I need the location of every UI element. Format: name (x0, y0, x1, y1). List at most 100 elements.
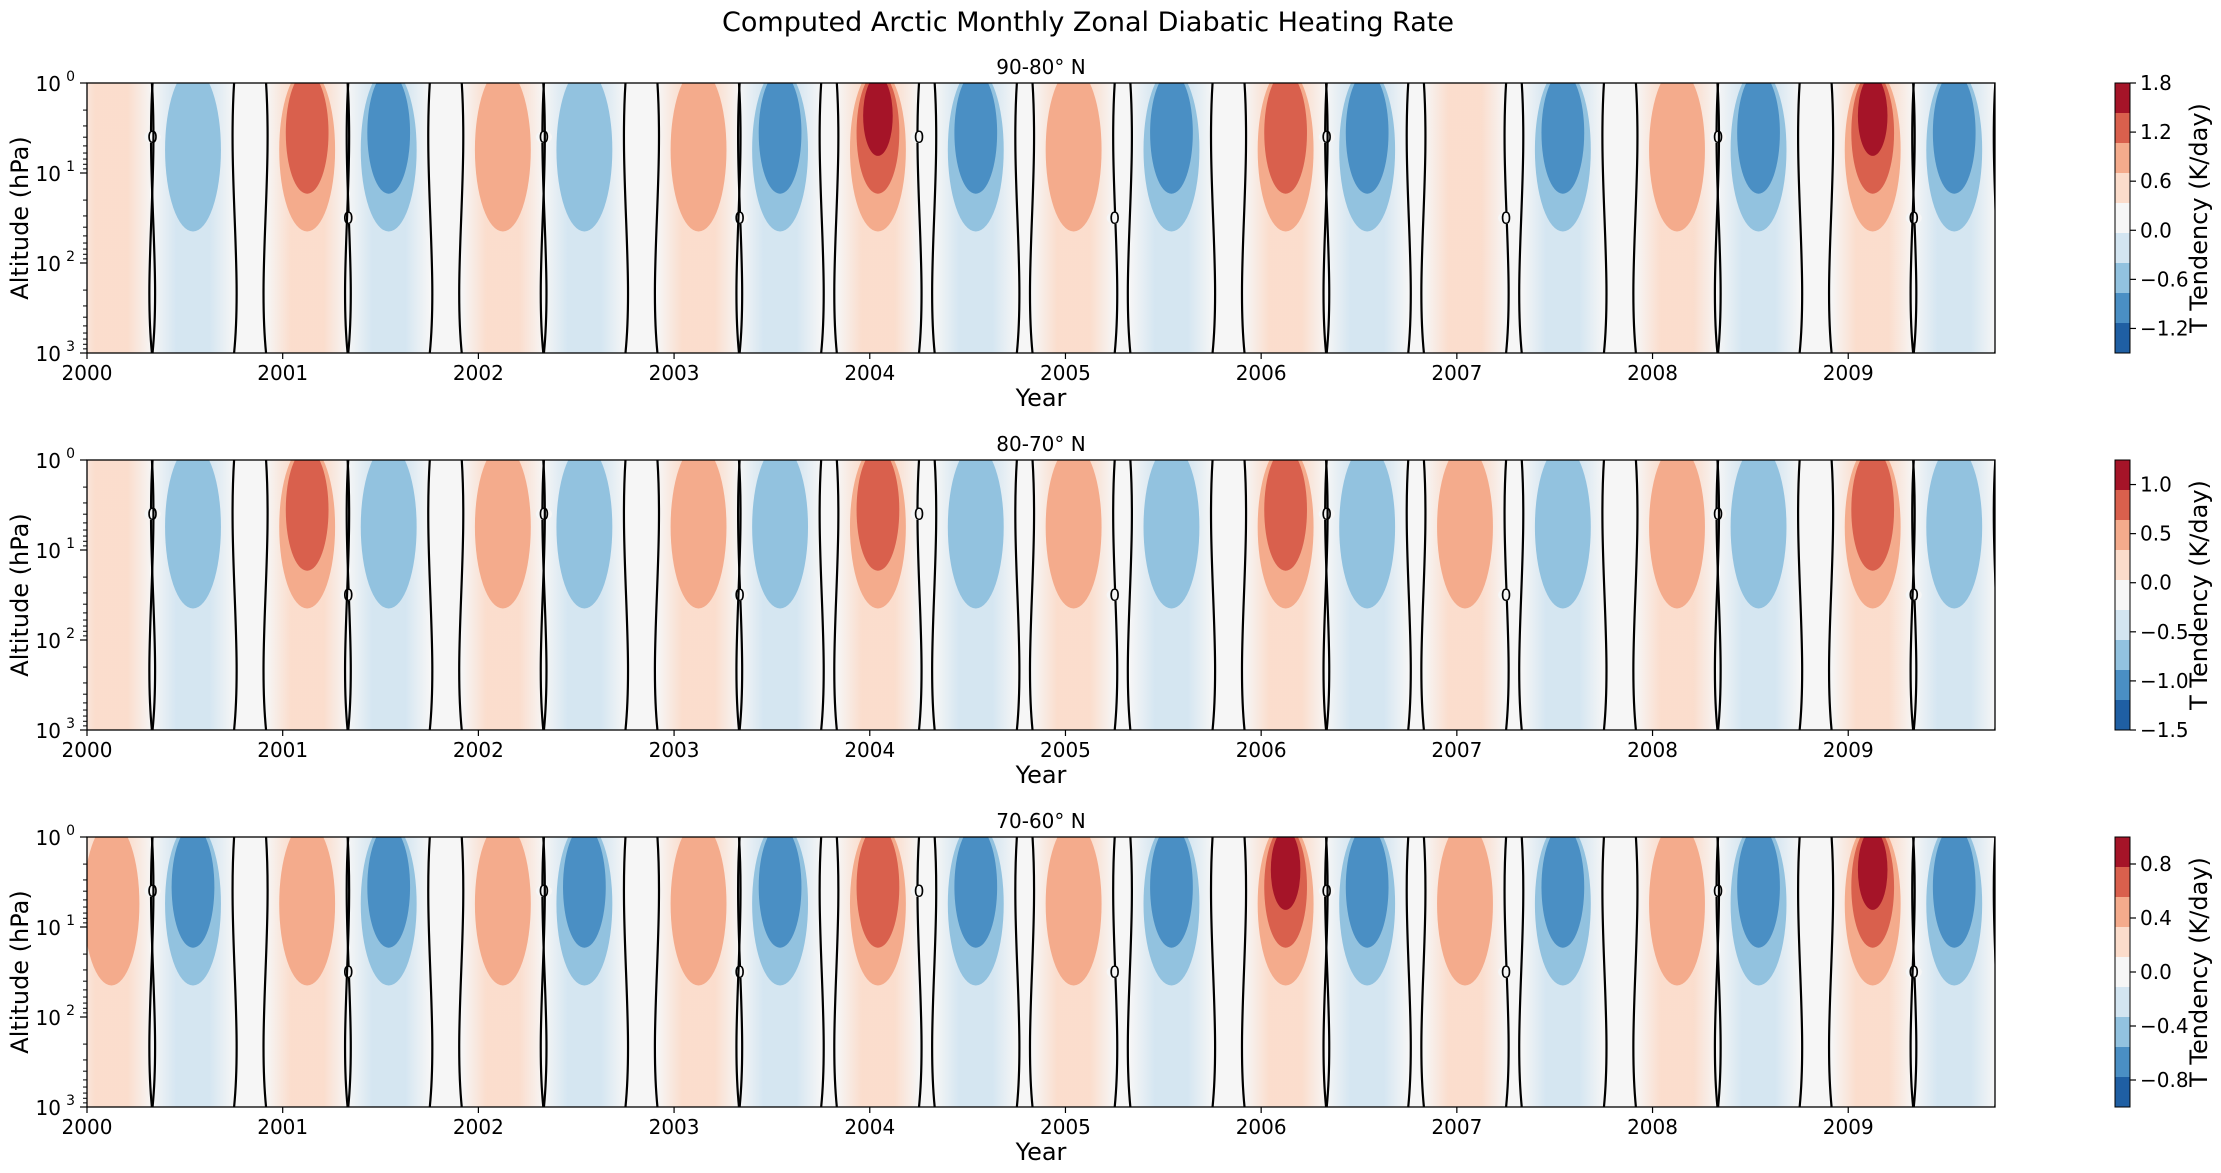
colorbar-segment-neg3 (2115, 700, 2130, 731)
zero-contour-line (1796, 83, 1804, 353)
x-axis-label: Year (1015, 761, 1067, 789)
colorbar-segment-neg1 (2115, 1017, 2130, 1048)
y-tick-exponent: 1 (66, 913, 75, 929)
zero-contour-line (458, 837, 465, 1107)
heat-core-2003-02-pos1 (670, 837, 727, 986)
y-tick-label: 10 (36, 916, 61, 940)
zero-contour-line (1715, 83, 1722, 353)
zero-contour-line (1209, 460, 1217, 730)
contour-label-bg (1905, 212, 1922, 224)
zero-contour-line (916, 83, 923, 353)
x-tick-label: 2008 (1627, 361, 1678, 385)
zero-contour-line (1518, 837, 1525, 1107)
contour-label: 0 (1501, 586, 1512, 606)
heat-core-2004-01-pos2 (856, 460, 900, 571)
zero-contour-line (539, 83, 546, 353)
contour-label-bg (1106, 212, 1123, 224)
x-axis-label: Year (1015, 1138, 1067, 1166)
colorbar-tick-label: 0.5 (2140, 522, 2172, 546)
y-tick-exponent: 3 (66, 716, 75, 732)
heat-core-2000-07-neg1 (165, 83, 221, 232)
heat-core-2005-01-pos1 (1045, 460, 1102, 609)
contour-label-bg (1498, 589, 1515, 601)
heat-core-2006-07-neg2 (1345, 83, 1389, 194)
colorbar-tick-label: −0.8 (2140, 1068, 2189, 1092)
colorbar-segment-neg2 (2115, 670, 2130, 701)
heat-field (87, 837, 1995, 1107)
heat-core-2004-07-neg2 (954, 83, 998, 194)
heat-core-2000-07-neg1 (165, 460, 221, 609)
zero-contour-line (1909, 83, 1916, 353)
y-tick-exponent: 0 (66, 446, 75, 462)
zero-contour-line (1420, 83, 1427, 353)
contour-label: 0 (343, 586, 354, 606)
subplot-title: 70-60° N (996, 809, 1085, 833)
heat-core-2009-07-neg2 (1932, 837, 1976, 948)
heat-core-2004-07-neg1 (947, 460, 1004, 609)
zero-contour-line (833, 83, 840, 353)
zero-contour-line (735, 837, 742, 1107)
colorbar-segment-pos1 (2115, 520, 2130, 551)
x-axis-label: Year (1015, 384, 1067, 412)
y-tick-label: 10 (36, 449, 61, 473)
zero-contour-line (539, 837, 546, 1107)
zero-contour-line (1909, 837, 1916, 1107)
zero-contour-line (1405, 837, 1412, 1107)
heat-core-2004-01-pos3 (863, 83, 893, 156)
zero-contour-line (833, 460, 840, 730)
colorbar-tick-label: 0.0 (2140, 571, 2172, 595)
heat-core-2001-07-neg1 (360, 460, 417, 609)
y-tick-label: 10 (36, 162, 61, 186)
contour-label: 0 (343, 963, 354, 983)
heat-core-2008-02-pos1 (1649, 460, 1705, 609)
contour-label-bg (1905, 966, 1922, 978)
zero-contour-line (1014, 460, 1021, 730)
heat-core-2006-07-neg2 (1345, 837, 1389, 948)
zero-contour-line (1796, 837, 1804, 1107)
zero-contour-line (916, 460, 923, 730)
contour-label: 0 (914, 882, 925, 902)
colorbar-segment-neg0 (2115, 233, 2130, 264)
zero-contour-line (149, 83, 157, 353)
colorbar-segment-pos2 (2115, 490, 2130, 521)
zero-contour-line (1405, 460, 1412, 730)
heat-core-2005-07-neg1 (1143, 460, 1200, 609)
colorbar-tick-label: −0.4 (2140, 1014, 2189, 1038)
colorbar-segment-pos1 (2115, 143, 2130, 174)
y-tick-exponent: 0 (66, 823, 75, 839)
colorbar-label: T Tendency (K/day) (2185, 103, 2213, 334)
zero-contour-line (541, 83, 548, 353)
y-tick-label: 10 (36, 1096, 61, 1120)
x-tick-label: 2003 (649, 1115, 700, 1139)
colorbar-tick-label: 1.0 (2140, 473, 2172, 497)
heat-core-2003-02-pos1 (670, 83, 727, 232)
y-axis-label: Altitude (hPa) (6, 890, 34, 1053)
axes-frame (86, 82, 1996, 354)
heat-core-2001-07-neg2 (367, 837, 411, 948)
x-tick-label: 2008 (1627, 1115, 1678, 1139)
contour-label: 0 (914, 505, 925, 525)
colorbar: 0.8 0.4 0.0 −0.4 −0.8T Tendency (K/day) (2114, 836, 2213, 1108)
contour-label: 0 (343, 209, 354, 229)
zero-contour-line (1827, 460, 1835, 730)
x-tick-label: 2002 (453, 738, 504, 762)
heat-core-2003-07-neg1 (752, 460, 809, 609)
zero-contour-line (1014, 837, 1021, 1107)
heat-core-2005-01-pos1 (1045, 83, 1102, 232)
zero-contour-line (262, 837, 269, 1107)
zero-contour-line (1713, 83, 1721, 353)
colorbar-segment-pos2 (2115, 867, 2130, 898)
contour-label: 0 (734, 963, 745, 983)
colorbar-tick-label: −1.0 (2140, 669, 2189, 693)
y-tick-exponent: 2 (66, 249, 75, 265)
contour-label-bg (731, 212, 748, 224)
heat-core-2002-07-neg1 (556, 460, 613, 609)
x-tick-label: 2000 (62, 361, 113, 385)
x-tick-label: 2001 (257, 1115, 308, 1139)
zero-contour-line (1014, 83, 1021, 353)
heat-band-2000-02 (87, 460, 153, 730)
colorbar-segment-neg3 (2115, 323, 2130, 354)
y-tick-label: 10 (36, 539, 61, 563)
contour-label-bg (1498, 212, 1515, 224)
